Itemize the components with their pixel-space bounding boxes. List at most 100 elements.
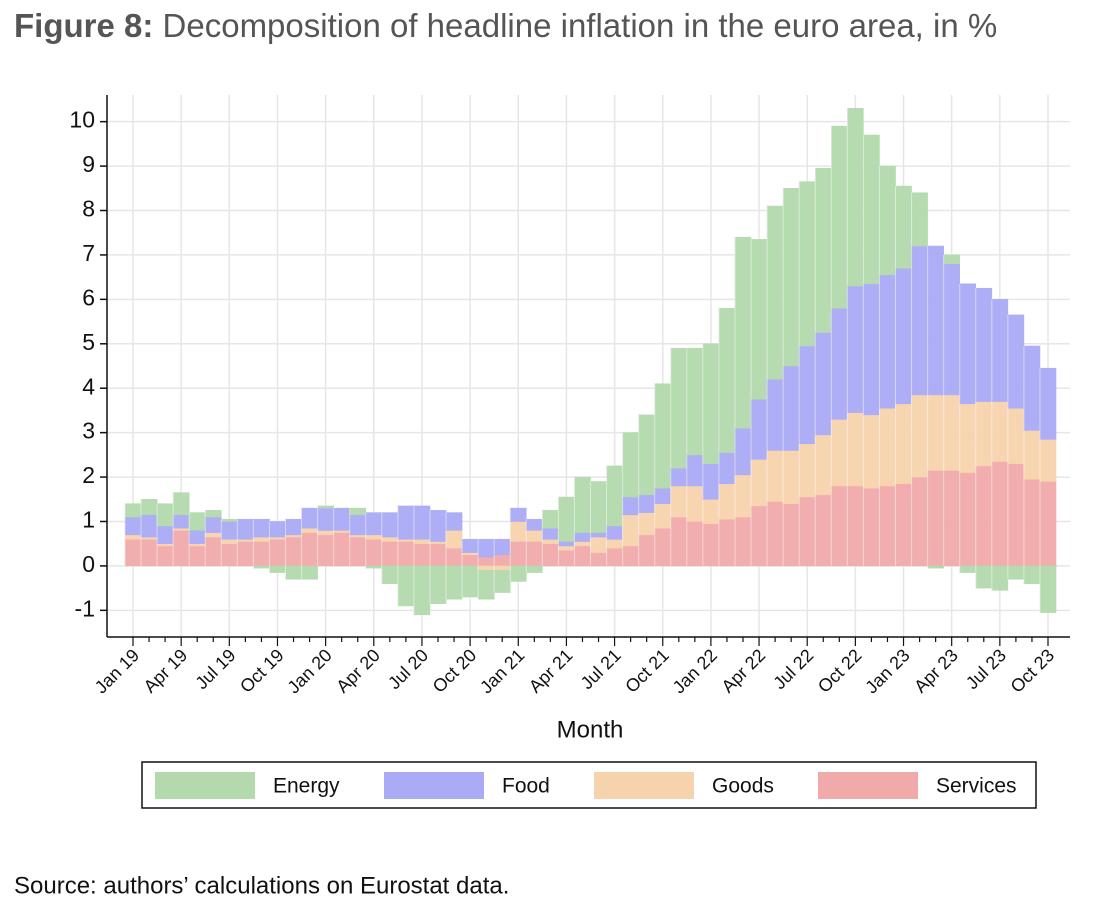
- bar-segment: [943, 470, 961, 567]
- x-tick-label: Apr 23: [910, 645, 962, 697]
- bar-segment: [959, 283, 977, 405]
- bar-segment: [574, 532, 591, 542]
- bar-segment: [349, 514, 367, 536]
- bar-segment: [269, 536, 286, 540]
- bar-segment: [477, 565, 495, 571]
- bar-segment: [140, 536, 158, 540]
- legend-swatch: [384, 772, 484, 799]
- bar-segment: [702, 463, 720, 500]
- bar-segment: [124, 538, 142, 567]
- x-tick-label: Jul 23: [962, 645, 1010, 693]
- x-tick-label: Oct 21: [621, 645, 673, 697]
- bar-segment: [253, 536, 270, 542]
- bar-segment: [975, 401, 993, 467]
- bar-segment: [156, 525, 174, 545]
- bar-segment: [718, 518, 736, 567]
- bar-segment: [381, 565, 399, 584]
- bar-segment: [140, 538, 158, 567]
- bar-segment: [509, 507, 527, 522]
- x-tick-label: Apr 22: [718, 645, 770, 697]
- bar-segment: [622, 496, 639, 516]
- bar-segment: [301, 507, 318, 529]
- bar-segment: [429, 543, 447, 567]
- bar-segment: [172, 492, 190, 516]
- bar-segment: [814, 332, 832, 436]
- bar-segment: [927, 245, 944, 396]
- bar-segment: [429, 541, 447, 545]
- y-tick-label: 4: [82, 373, 95, 399]
- figure-label: Figure 8:: [14, 7, 153, 44]
- x-tick-label: Apr 19: [140, 645, 192, 697]
- bar-segment: [220, 543, 238, 567]
- x-tick-label: Jul 20: [384, 645, 432, 693]
- bar-segment: [911, 476, 928, 567]
- bar-segment: [365, 538, 383, 567]
- bar-segment: [445, 547, 463, 567]
- bar-segment: [830, 125, 848, 309]
- x-tick-label: Oct 20: [429, 645, 481, 697]
- bar-segment: [622, 514, 639, 547]
- bar-segment: [991, 461, 1009, 567]
- bar-segment: [413, 538, 431, 545]
- bar-segment: [879, 165, 896, 276]
- bar-segment: [558, 496, 575, 542]
- bar-segment: [397, 541, 415, 567]
- y-tick-label: 9: [82, 151, 95, 177]
- bar-segment: [542, 510, 559, 529]
- bar-segment: [927, 565, 944, 569]
- bar-segment: [413, 543, 431, 567]
- bar-segment: [927, 394, 944, 471]
- bar-segment: [333, 532, 351, 567]
- bar-segment: [991, 401, 1009, 462]
- bar-segment: [381, 536, 399, 542]
- bar-segment: [461, 565, 479, 598]
- bar-segment: [204, 510, 222, 518]
- bar-segment: [237, 538, 254, 542]
- bar-segment: [814, 434, 832, 496]
- bar-segment: [895, 483, 912, 567]
- bar-segment: [317, 530, 334, 536]
- y-tick-label: 10: [69, 107, 95, 133]
- bar-segment: [991, 565, 1009, 591]
- y-tick-label: 3: [82, 418, 95, 444]
- bar-segment: [927, 470, 944, 567]
- y-tick-label: 2: [82, 462, 95, 488]
- bar-segment: [269, 521, 286, 538]
- bar-segment: [413, 505, 431, 540]
- bar-segment: [542, 538, 559, 545]
- bar-segment: [574, 541, 591, 547]
- bar-segment: [847, 485, 864, 567]
- bar-segment: [188, 545, 206, 567]
- bar-segment: [525, 530, 543, 542]
- bar-segment: [220, 538, 238, 545]
- bar-segment: [702, 523, 720, 567]
- bar-segment: [445, 512, 463, 531]
- bar-segment: [814, 168, 832, 333]
- x-tick-label: Apr 21: [525, 645, 577, 697]
- bar-segment: [686, 485, 704, 522]
- bar-segment: [509, 565, 527, 582]
- bar-segment: [253, 541, 270, 567]
- bar-segment: [301, 527, 318, 533]
- legend-swatch: [155, 772, 255, 799]
- bar-segment: [638, 494, 656, 513]
- x-tick-label: Jan 23: [861, 645, 913, 697]
- bar-segment: [1039, 367, 1057, 440]
- legend-label: Services: [936, 775, 1017, 798]
- bar-segment: [782, 187, 800, 367]
- bar-segment: [317, 507, 334, 531]
- bar-segment: [365, 512, 383, 536]
- bar-segment: [830, 307, 848, 420]
- bar-segment: [493, 565, 511, 571]
- bar-segment: [798, 345, 816, 445]
- bar-segment: [477, 570, 495, 600]
- bar-segment: [493, 570, 511, 593]
- bar-segment: [445, 530, 463, 549]
- bar-segment: [814, 494, 832, 567]
- bar-segment: [558, 545, 575, 551]
- bar-segment: [895, 185, 912, 269]
- bar-segment: [220, 521, 238, 540]
- bar-segment: [686, 521, 704, 567]
- y-tick-label: 1: [82, 507, 95, 533]
- bar-segment: [686, 454, 704, 487]
